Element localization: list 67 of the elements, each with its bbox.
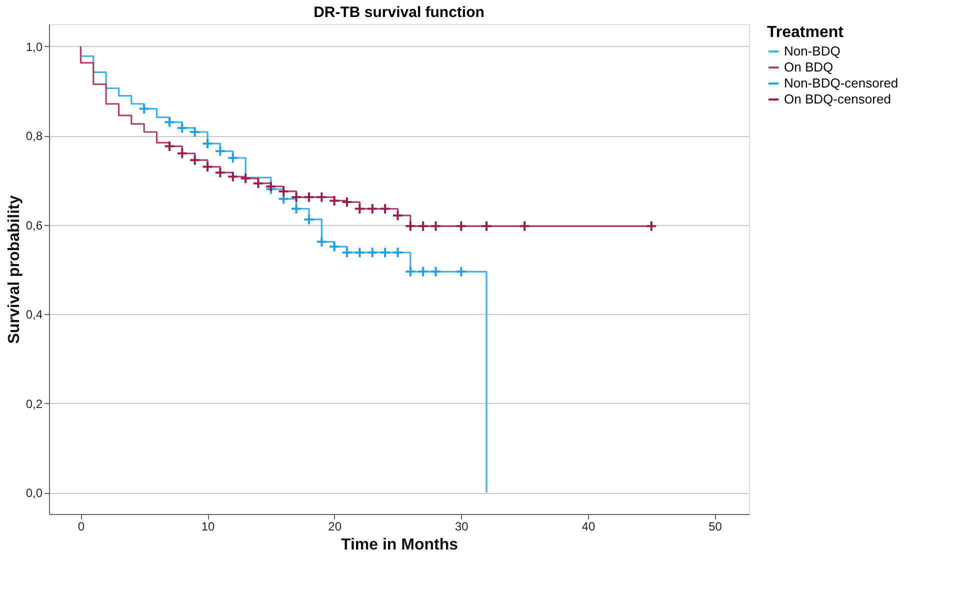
x-tick-label: 50 — [708, 520, 722, 534]
point — [379, 203, 391, 214]
x-tick-label: 0 — [78, 520, 85, 534]
point — [202, 161, 214, 173]
point — [202, 138, 214, 150]
x-axis-title: Time in Months — [340, 536, 458, 554]
point — [455, 220, 467, 232]
x-tick-label: 40 — [582, 520, 596, 534]
point — [290, 203, 302, 214]
point — [404, 220, 416, 232]
point — [290, 191, 302, 203]
point — [252, 178, 264, 190]
point — [316, 236, 328, 248]
point — [303, 191, 315, 203]
point — [240, 172, 252, 184]
point — [189, 154, 201, 166]
point — [417, 220, 429, 232]
point — [646, 220, 658, 232]
y-axis-title: Survival probability — [6, 195, 23, 344]
chart-title: DR-TB survival function — [314, 4, 484, 21]
y-tick-label: 1,0 — [26, 40, 43, 54]
legend-label: Non-BDQ — [784, 44, 840, 58]
legend-label: Non-BDQ-censored — [784, 76, 898, 90]
point — [303, 214, 315, 226]
point — [518, 220, 530, 232]
point — [164, 116, 176, 128]
point — [214, 145, 226, 157]
point — [379, 246, 391, 258]
point — [278, 186, 290, 198]
point — [417, 266, 429, 278]
point — [227, 152, 239, 164]
point — [354, 246, 366, 258]
point — [265, 180, 277, 192]
legend-label: On BDQ-censored — [784, 92, 891, 106]
point — [176, 122, 188, 134]
point — [341, 246, 353, 258]
legend-title: Treatment — [767, 24, 844, 41]
point — [392, 246, 404, 258]
point — [328, 194, 340, 206]
y-tick-label: 0,0 — [26, 486, 43, 500]
x-tick-label: 20 — [328, 520, 342, 534]
y-tick-label: 0,2 — [26, 396, 43, 411]
point — [176, 148, 188, 160]
point — [278, 193, 290, 205]
point — [328, 240, 340, 252]
point — [354, 203, 366, 214]
point — [404, 266, 416, 278]
point — [189, 126, 201, 138]
point — [430, 266, 442, 278]
legend-label: On BDQ — [784, 60, 834, 74]
point — [455, 266, 467, 278]
y-tick-label: 0,6 — [26, 218, 43, 232]
y-tick-label: 0,4 — [26, 308, 43, 322]
x-tick-label: 30 — [454, 520, 469, 534]
y-tick-label: 0,8 — [26, 129, 43, 144]
point — [480, 220, 492, 232]
point — [366, 246, 378, 258]
point — [392, 210, 404, 222]
point — [138, 103, 150, 115]
point — [316, 191, 328, 203]
x-tick-label: 10 — [201, 520, 216, 534]
point — [164, 140, 176, 152]
point — [366, 203, 378, 214]
point — [430, 220, 442, 232]
point — [227, 170, 239, 182]
point — [214, 166, 226, 178]
point — [341, 196, 353, 208]
